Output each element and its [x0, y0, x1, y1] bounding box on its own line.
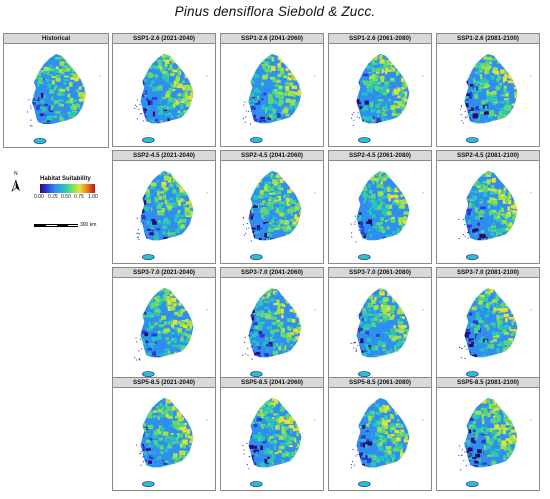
panel-title: SSP5-8.5 (2081-2100) — [437, 378, 539, 388]
legend-tick-label: 0.50 — [61, 194, 71, 200]
panel-title: SSP3-7.0 (2061-2080) — [329, 268, 431, 278]
suitability-map — [350, 53, 425, 144]
jeju-island-shape — [358, 254, 371, 261]
suitability-map — [242, 287, 317, 378]
scale-bar-label: 300 km — [80, 222, 97, 228]
panel-title: Historical — [4, 34, 108, 44]
scenario-map-panel: SSP1-2.6 (2021-2040) — [112, 33, 216, 147]
scenario-map-panel: SSP5-8.5 (2081-2100) — [436, 377, 540, 491]
jeju-island-shape — [358, 137, 371, 144]
legend-tick-label: 0.75 — [74, 194, 84, 200]
panel-title: SSP3-7.0 (2081-2100) — [437, 268, 539, 278]
jeju-island-shape — [466, 254, 479, 261]
panel-title: SSP2-4.5 (2021-2040) — [113, 151, 215, 161]
panel-title: SSP1-2.6 (2041-2060) — [221, 34, 323, 44]
suitability-map — [134, 287, 209, 378]
suitability-map — [242, 397, 317, 488]
scenario-map-panel: SSP1-2.6 (2041-2060) — [220, 33, 324, 147]
scale-bar — [34, 224, 78, 227]
jeju-island-shape — [142, 254, 155, 261]
jeju-island-shape — [466, 137, 479, 144]
suitability-map — [135, 397, 209, 488]
suitability-map — [242, 53, 317, 144]
suitability-map — [350, 287, 425, 378]
scenario-map-panel: SSP2-4.5 (2061-2080) — [328, 150, 432, 264]
jeju-island-shape — [142, 371, 155, 378]
panel-title: SSP2-4.5 (2081-2100) — [437, 151, 539, 161]
suitability-map — [134, 53, 209, 144]
jeju-island-shape — [250, 137, 263, 144]
suitability-map — [242, 170, 317, 261]
panel-title: SSP1-2.6 (2061-2080) — [329, 34, 431, 44]
north-arrow-label: N — [14, 171, 18, 177]
scenario-map-panel: SSP1-2.6 (2081-2100) — [436, 33, 540, 147]
jeju-island-shape — [250, 371, 263, 378]
jeju-island-shape — [250, 254, 263, 261]
suitability-map — [27, 54, 101, 145]
scenario-map-panel: SSP2-4.5 (2081-2100) — [436, 150, 540, 264]
scenario-map-panel: SSP5-8.5 (2041-2060) — [220, 377, 324, 491]
jeju-island-shape — [466, 371, 479, 378]
jeju-island-shape — [466, 481, 479, 488]
legend-colorbar — [40, 184, 95, 193]
panel-title: SSP1-2.6 (2021-2040) — [113, 34, 215, 44]
legend-title: Habitat Suitability — [40, 176, 91, 182]
suitability-map — [460, 53, 533, 144]
panel-title: SSP3-7.0 (2041-2060) — [221, 268, 323, 278]
figure-title: Pinus densiflora Siebold & Zucc. — [174, 4, 376, 19]
scenario-map-panel: SSP2-4.5 (2041-2060) — [220, 150, 324, 264]
panel-title: SSP5-8.5 (2061-2080) — [329, 378, 431, 388]
scenario-map-panel: SSP5-8.5 (2061-2080) — [328, 377, 432, 491]
scenario-map-panel: SSP3-7.0 (2041-2060) — [220, 267, 324, 381]
suitability-map — [458, 287, 533, 378]
legend-tick-label: 0.00 — [34, 194, 44, 200]
historical-map-panel: Historical — [3, 33, 109, 148]
panel-title: SSP2-4.5 (2041-2060) — [221, 151, 323, 161]
suitability-map — [350, 397, 425, 488]
scenario-map-panel: SSP1-2.6 (2061-2080) — [328, 33, 432, 147]
jeju-island-shape — [142, 137, 155, 144]
suitability-map — [136, 170, 209, 261]
legend-tick-label: 1.00 — [88, 194, 98, 200]
suitability-map — [458, 170, 533, 261]
panel-title: SSP5-8.5 (2041-2060) — [221, 378, 323, 388]
jeju-island-shape — [33, 138, 47, 145]
suitability-map — [458, 397, 533, 488]
legend-tick-label: 0.25 — [48, 194, 58, 200]
jeju-island-shape — [358, 371, 371, 378]
scenario-map-panel: SSP5-8.5 (2021-2040) — [112, 377, 216, 491]
north-arrow-icon — [10, 176, 22, 192]
scenario-map-panel: SSP3-7.0 (2061-2080) — [328, 267, 432, 381]
jeju-island-shape — [142, 481, 155, 488]
panel-title: SSP3-7.0 (2021-2040) — [113, 268, 215, 278]
panel-title: SSP1-2.6 (2081-2100) — [437, 34, 539, 44]
jeju-island-shape — [250, 481, 263, 488]
panel-title: SSP2-4.5 (2061-2080) — [329, 151, 431, 161]
panel-title: SSP5-8.5 (2021-2040) — [113, 378, 215, 388]
scenario-map-panel: SSP2-4.5 (2021-2040) — [112, 150, 216, 264]
scenario-map-panel: SSP3-7.0 (2021-2040) — [112, 267, 216, 381]
jeju-island-shape — [358, 481, 371, 488]
scenario-map-panel: SSP3-7.0 (2081-2100) — [436, 267, 540, 381]
suitability-map — [350, 170, 425, 261]
